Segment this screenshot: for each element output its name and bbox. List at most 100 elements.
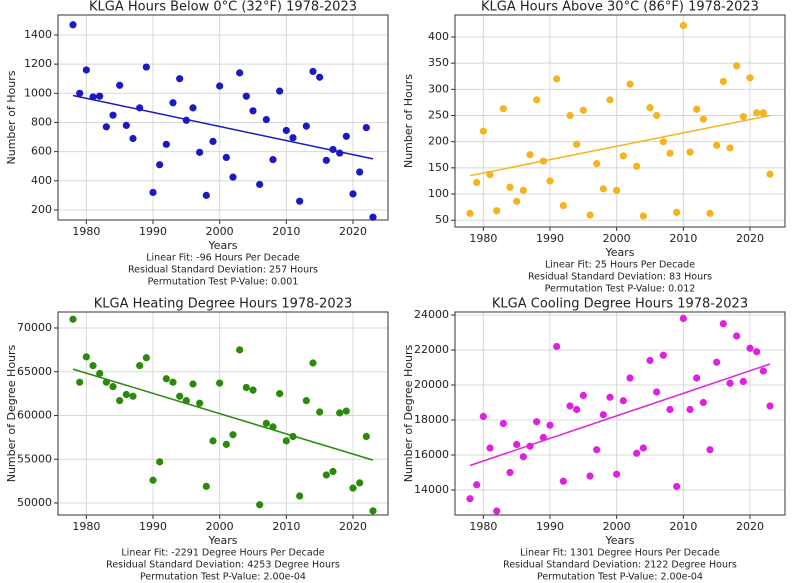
data-point xyxy=(559,477,567,485)
data-point xyxy=(356,479,364,487)
data-point xyxy=(666,405,674,414)
trend-line xyxy=(72,368,374,461)
data-point xyxy=(302,397,310,405)
data-point xyxy=(82,66,90,74)
data-point xyxy=(129,134,137,143)
data-point xyxy=(269,156,277,164)
data-point xyxy=(102,123,110,131)
data-point xyxy=(486,171,494,179)
data-point xyxy=(639,212,647,220)
data-point xyxy=(493,207,501,215)
data-point xyxy=(639,444,647,452)
x-axis-label: Years xyxy=(604,246,634,259)
data-point xyxy=(519,453,527,461)
data-point xyxy=(162,375,170,383)
y-tick-label: 55000 xyxy=(17,452,52,465)
x-tick-label: 2010 xyxy=(272,520,300,533)
data-point xyxy=(189,380,197,388)
data-point xyxy=(249,107,257,115)
data-point xyxy=(229,173,237,181)
y-tick-label: 22000 xyxy=(414,343,449,356)
data-point xyxy=(606,393,614,401)
y-tick-label: 200 xyxy=(31,203,52,216)
data-point xyxy=(242,383,250,392)
data-point xyxy=(553,75,561,83)
y-tick-label: 18000 xyxy=(414,413,449,426)
data-point xyxy=(633,449,641,457)
data-point xyxy=(316,408,324,416)
y-tick-label: 1200 xyxy=(24,57,52,70)
data-point xyxy=(646,356,654,365)
x-tick-label: 2000 xyxy=(206,520,234,533)
data-point xyxy=(699,115,707,123)
y-tick-label: 1000 xyxy=(24,86,52,99)
y-tick-label: 350 xyxy=(428,56,449,69)
data-point xyxy=(202,191,210,199)
y-tick-label: 150 xyxy=(428,161,449,174)
annotation: Residual Standard Deviation: 4253 Degree… xyxy=(106,560,340,571)
data-point xyxy=(533,418,541,426)
x-tick-label: 2020 xyxy=(339,520,367,533)
data-point xyxy=(209,437,217,445)
data-point xyxy=(249,386,257,394)
data-point xyxy=(586,211,594,219)
data-point xyxy=(546,421,554,429)
data-point xyxy=(109,111,117,119)
data-point xyxy=(659,351,667,359)
x-tick-label: 2020 xyxy=(339,225,367,238)
data-point xyxy=(369,213,377,221)
data-point xyxy=(242,92,250,100)
data-point xyxy=(349,190,357,198)
data-point xyxy=(89,362,97,370)
y-tick-label: 65000 xyxy=(17,365,52,378)
data-point xyxy=(282,437,290,445)
plot-frame xyxy=(454,14,786,228)
data-point xyxy=(739,377,747,386)
data-point xyxy=(699,398,707,407)
data-point xyxy=(613,470,621,478)
data-point xyxy=(733,62,741,70)
x-tick-label: 2000 xyxy=(206,225,234,238)
data-point xyxy=(646,104,654,112)
trend-line xyxy=(469,363,771,467)
data-point xyxy=(356,168,364,176)
data-point xyxy=(122,121,130,129)
data-point xyxy=(176,75,184,83)
x-tick-label: 1980 xyxy=(469,232,497,245)
chart-title: KLGA Hours Below 0°C (32°F) 1978-2023 xyxy=(89,0,357,15)
data-point xyxy=(593,160,601,168)
y-tick-label: 1400 xyxy=(24,28,52,41)
data-point xyxy=(473,481,481,489)
data-point xyxy=(116,397,124,405)
data-point xyxy=(693,374,701,382)
data-point xyxy=(342,407,350,415)
data-point xyxy=(519,186,527,194)
data-point xyxy=(506,183,514,191)
data-point xyxy=(236,346,244,354)
data-point xyxy=(216,379,224,387)
data-point xyxy=(316,73,324,81)
annotation: Permutation Test P-Value: 0.001 xyxy=(148,277,299,288)
x-tick-label: 2010 xyxy=(669,232,697,245)
y-tick-label: 600 xyxy=(31,145,52,158)
data-point xyxy=(262,115,270,124)
data-point xyxy=(533,96,541,104)
x-tick-label: 1980 xyxy=(72,520,100,533)
data-point xyxy=(566,402,574,410)
data-point xyxy=(342,132,350,140)
data-point xyxy=(719,77,727,86)
data-point xyxy=(296,197,304,205)
data-point xyxy=(753,348,761,356)
y-tick-label: 24000 xyxy=(414,308,449,321)
y-axis-label: Number of Hours xyxy=(5,70,18,164)
data-point xyxy=(579,391,587,400)
x-tick-label: 1990 xyxy=(536,232,564,245)
data-point xyxy=(76,378,84,386)
data-point xyxy=(176,392,184,400)
data-point xyxy=(513,197,521,205)
data-point xyxy=(222,440,230,448)
data-point xyxy=(309,359,317,367)
data-point xyxy=(116,81,124,89)
data-point xyxy=(746,74,754,82)
data-point xyxy=(619,152,627,160)
